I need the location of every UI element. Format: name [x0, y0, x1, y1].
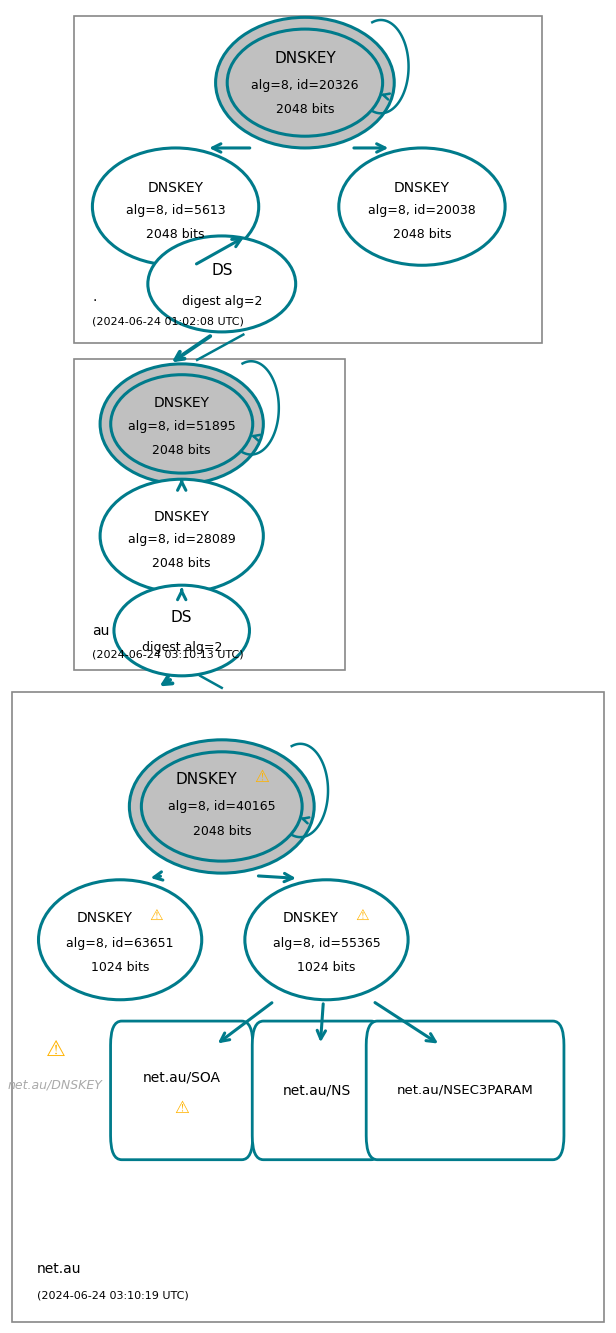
Ellipse shape: [148, 236, 296, 332]
Text: alg=8, id=20326: alg=8, id=20326: [251, 79, 359, 92]
Ellipse shape: [114, 585, 249, 676]
Text: 1024 bits: 1024 bits: [298, 961, 355, 974]
Text: net.au/NSEC3PARAM: net.au/NSEC3PARAM: [397, 1084, 533, 1097]
Text: 2048 bits: 2048 bits: [393, 228, 451, 241]
Ellipse shape: [111, 375, 253, 473]
Text: digest alg=2: digest alg=2: [142, 641, 222, 655]
Ellipse shape: [129, 740, 314, 873]
Text: DNSKEY: DNSKEY: [274, 51, 336, 67]
Ellipse shape: [100, 364, 264, 484]
Text: DNSKEY: DNSKEY: [176, 772, 237, 788]
Ellipse shape: [92, 148, 259, 265]
Text: alg=8, id=40165: alg=8, id=40165: [168, 800, 275, 813]
Text: DS: DS: [211, 263, 232, 279]
Text: DNSKEY: DNSKEY: [154, 396, 209, 409]
FancyBboxPatch shape: [74, 16, 542, 343]
Text: (2024-06-24 03:10:13 UTC): (2024-06-24 03:10:13 UTC): [92, 649, 244, 660]
Text: au: au: [92, 624, 110, 637]
Ellipse shape: [100, 479, 264, 593]
Text: ⚠: ⚠: [254, 768, 269, 786]
Text: net.au/SOA: net.au/SOA: [143, 1070, 221, 1084]
Text: alg=8, id=20038: alg=8, id=20038: [368, 204, 476, 217]
Text: DNSKEY: DNSKEY: [154, 511, 209, 524]
Text: DNSKEY: DNSKEY: [77, 912, 132, 925]
Text: net.au/NS: net.au/NS: [283, 1084, 351, 1097]
Text: alg=8, id=63651: alg=8, id=63651: [67, 937, 174, 950]
Text: alg=8, id=28089: alg=8, id=28089: [128, 533, 235, 547]
Text: 2048 bits: 2048 bits: [193, 825, 251, 838]
Text: alg=8, id=51895: alg=8, id=51895: [128, 420, 235, 433]
Ellipse shape: [339, 148, 505, 265]
Ellipse shape: [141, 752, 302, 861]
Text: ⚠: ⚠: [46, 1040, 65, 1061]
Text: ⚠: ⚠: [174, 1098, 189, 1117]
Text: (2024-06-24 03:10:19 UTC): (2024-06-24 03:10:19 UTC): [37, 1290, 188, 1301]
Text: digest alg=2: digest alg=2: [182, 295, 262, 308]
FancyBboxPatch shape: [366, 1021, 564, 1160]
FancyBboxPatch shape: [111, 1021, 253, 1160]
Ellipse shape: [245, 880, 408, 1000]
Text: ⚠: ⚠: [149, 908, 163, 924]
Text: DNSKEY: DNSKEY: [283, 912, 339, 925]
Text: net.au/DNSKEY: net.au/DNSKEY: [8, 1078, 103, 1092]
FancyBboxPatch shape: [74, 359, 345, 670]
Ellipse shape: [227, 29, 383, 136]
Text: (2024-06-24 01:02:08 UTC): (2024-06-24 01:02:08 UTC): [92, 316, 245, 327]
Text: alg=8, id=55365: alg=8, id=55365: [273, 937, 380, 950]
Ellipse shape: [38, 880, 202, 1000]
Text: 1024 bits: 1024 bits: [91, 961, 149, 974]
Text: ⚠: ⚠: [355, 908, 369, 924]
Text: DNSKEY: DNSKEY: [148, 181, 203, 195]
Text: 2048 bits: 2048 bits: [276, 103, 334, 116]
Text: 2048 bits: 2048 bits: [153, 444, 211, 457]
Text: 2048 bits: 2048 bits: [153, 557, 211, 571]
Text: net.au: net.au: [37, 1262, 81, 1276]
Ellipse shape: [216, 17, 394, 148]
Text: alg=8, id=5613: alg=8, id=5613: [126, 204, 225, 217]
FancyBboxPatch shape: [12, 692, 604, 1322]
Text: DS: DS: [171, 609, 192, 625]
FancyBboxPatch shape: [253, 1021, 382, 1160]
Text: .: .: [92, 291, 97, 304]
Text: DNSKEY: DNSKEY: [394, 181, 450, 195]
Text: 2048 bits: 2048 bits: [147, 228, 205, 241]
